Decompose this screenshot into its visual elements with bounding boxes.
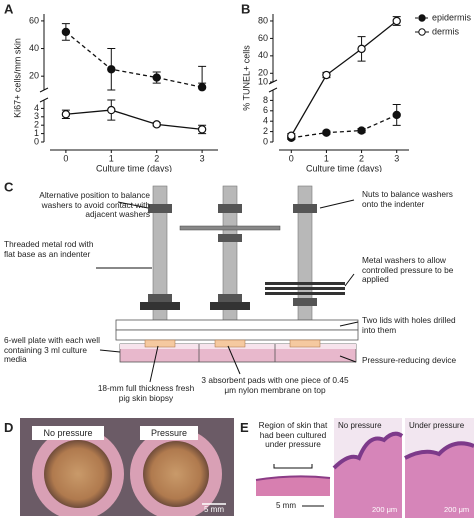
x-tick-label: 0 <box>63 153 68 163</box>
panel-label: A <box>4 1 14 16</box>
series-line <box>65 109 203 131</box>
washers <box>140 225 345 310</box>
y-tick-label: 10 <box>258 76 268 86</box>
series-line <box>290 20 398 137</box>
diagram-label: Threaded metal rod with flat base as an … <box>4 239 94 259</box>
axis-break <box>268 79 278 85</box>
diagram-label: Metal washers to allow controlled pressu… <box>362 255 454 284</box>
y-tick-label: 20 <box>29 71 39 81</box>
y-tick-label: 2 <box>34 120 39 130</box>
legend-label: dermis <box>432 26 460 36</box>
marker <box>322 128 331 137</box>
axis-break <box>268 87 278 93</box>
scale-bar: 5 mm <box>204 505 224 514</box>
x-tick-label: 3 <box>394 153 399 163</box>
diagram-label: Nuts to balance washers onto the indente… <box>362 189 453 209</box>
marker <box>152 120 161 129</box>
y-tick-label: 40 <box>29 43 39 53</box>
legend-marker <box>418 14 426 22</box>
series-line <box>65 31 203 88</box>
diagram-label: 18-mm full thickness fresh pig skin biop… <box>97 383 195 403</box>
marker <box>357 126 366 135</box>
x-tick-label: 2 <box>359 153 364 163</box>
y-tick-label: 2 <box>263 126 268 136</box>
x-tick-label: 2 <box>154 153 159 163</box>
photo-label: No pressure <box>338 421 382 430</box>
diagram-label: 6-well plate with each well containing 3… <box>4 335 100 364</box>
marker <box>287 131 296 140</box>
panel-label: E <box>240 420 249 435</box>
x-axis-label: Culture time (days) <box>96 163 172 172</box>
y-tick-label: 6 <box>263 105 268 115</box>
marker <box>197 83 207 92</box>
y-tick-label: 4 <box>263 116 268 126</box>
diagram-label: Pressure-reducing device <box>362 355 457 365</box>
scale-bar: 200 μm <box>444 505 469 514</box>
x-tick-label: 0 <box>289 153 294 163</box>
legend-marker <box>418 28 426 36</box>
marker <box>107 65 116 74</box>
x-axis-label: Culture time (days) <box>306 163 382 172</box>
y-tick-label: 60 <box>258 33 268 43</box>
marker <box>197 125 207 134</box>
panel-label: D <box>4 420 14 435</box>
photo-e: 5 mm No pressure Under pressure 200 μm 2… <box>255 418 474 518</box>
scale-bar: 5 mm <box>276 501 296 510</box>
y-axis-label: % TUNEL+ cells <box>241 45 251 111</box>
diagram-label: Alternative position to balance washers … <box>39 190 150 219</box>
legend-label: epidermis <box>432 12 472 22</box>
marker <box>61 27 71 37</box>
panel-label: B <box>241 1 250 16</box>
x-tick-label: 1 <box>109 153 114 163</box>
marker <box>152 73 161 82</box>
marker <box>392 16 401 26</box>
series-line <box>291 114 397 139</box>
y-tick-label: 0 <box>34 136 39 146</box>
marker <box>392 110 401 120</box>
marker <box>322 70 331 80</box>
diagram-label: Two lids with holes drilled into them <box>362 315 456 335</box>
marker <box>107 105 116 115</box>
photo-label: No pressure <box>43 428 92 438</box>
photo-label: Under pressure <box>409 421 465 430</box>
y-tick-label: 3 <box>34 111 39 121</box>
y-tick-label: 80 <box>258 15 268 25</box>
photo-label: Pressure <box>151 428 187 438</box>
x-tick-label: 3 <box>200 153 205 163</box>
photo-d: No pressure Pressure 5 mm <box>20 418 234 516</box>
diagram: C <box>4 179 359 383</box>
y-tick-label: 0 <box>263 136 268 146</box>
diagram-label: 3 absorbent pads with one piece of 0.45 … <box>201 375 349 395</box>
marker <box>61 110 71 119</box>
y-tick-label: 8 <box>263 95 268 105</box>
y-tick-label: 60 <box>29 15 39 25</box>
y-axis-label: Ki67+ cells/mm skin <box>12 38 22 118</box>
y-tick-label: 40 <box>258 50 268 60</box>
arrows <box>96 199 359 383</box>
plate <box>119 339 357 363</box>
y-tick-label: 20 <box>258 68 268 78</box>
nuts <box>148 204 317 302</box>
error-bar <box>198 65 207 84</box>
x-tick-label: 1 <box>324 153 329 163</box>
panel-label: C <box>4 179 14 194</box>
axis-break <box>39 97 49 103</box>
y-tick-label: 1 <box>34 128 39 138</box>
y-tick-label: 4 <box>34 103 39 113</box>
axis-break <box>39 87 49 93</box>
lids <box>115 319 359 341</box>
marker <box>357 44 366 54</box>
region-label: Region of skin that had been cultured un… <box>258 420 328 449</box>
scale-bar: 200 μm <box>372 505 397 514</box>
